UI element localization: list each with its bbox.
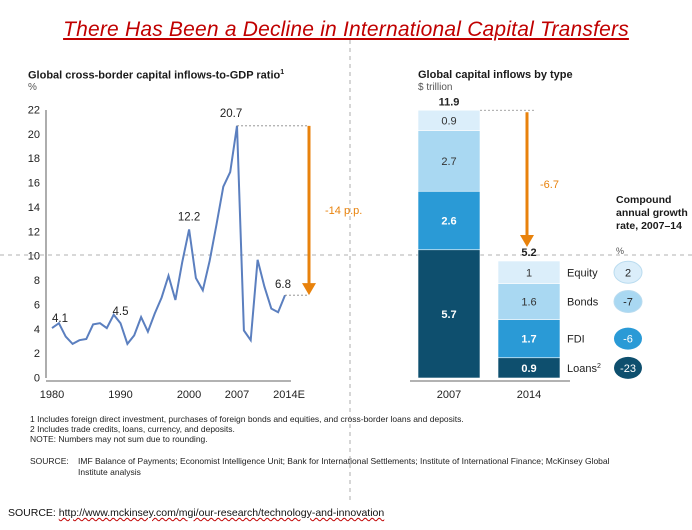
x-tick-label: 2007 — [437, 389, 461, 401]
note-2: 2 Includes trade credits, loans, currenc… — [30, 424, 235, 434]
source-text: IMF Balance of Payments; Economist Intel… — [78, 456, 610, 477]
bar-segment — [497, 260, 561, 284]
footer-link[interactable]: http://www.mckinsey.com/mgi/our-research… — [58, 507, 385, 519]
series-line — [51, 125, 286, 346]
y-tick-label: 8 — [34, 275, 40, 287]
y-tick-label: 12 — [28, 226, 40, 238]
left-chart-title-sup: 1 — [280, 69, 285, 76]
data-label: 4.5 — [113, 306, 129, 318]
left-chart-title-text: Global cross-border capital inflows-to-G… — [28, 69, 281, 82]
bar-value-label: 0.9 — [441, 115, 456, 127]
right-chart-title: Global capital inflows by type — [418, 69, 573, 81]
data-label: 20.7 — [220, 108, 242, 120]
bar-value-label: 1 — [526, 267, 532, 279]
decline-annotation: -14 p.p. — [325, 205, 362, 217]
legend-label: FDI — [567, 334, 585, 346]
x-tick-label: 1990 — [108, 389, 132, 401]
x-tick-label: 2000 — [177, 389, 201, 401]
data-label: 4.1 — [52, 313, 68, 325]
right-chart: 5.7 2.6 2.7 0.9 11.9 2007 0.9 1.7 1.6 1 5.2 2014 -6.… — [410, 96, 643, 401]
left-chart-unit: % — [28, 82, 37, 93]
growth-value: -23 — [620, 363, 636, 375]
y-tick-label: 14 — [28, 202, 40, 214]
decline-arrow-head — [520, 235, 534, 247]
bar-value-label: 2.7 — [441, 156, 456, 168]
note-1: 1 Includes foreign direct investment, pu… — [30, 414, 464, 424]
decline-arrow-head — [302, 283, 316, 296]
footer-source: SOURCE: http://www.mckinsey.com/mgi/our-… — [8, 507, 384, 519]
data-label: 12.2 — [178, 211, 200, 223]
y-tick-label: 22 — [28, 105, 40, 117]
source-label: SOURCE: — [30, 456, 69, 466]
legend-label: Loans2 — [567, 363, 601, 375]
legend-label: Bonds — [567, 297, 599, 309]
y-tick-label: 16 — [28, 178, 40, 190]
bar-segment — [497, 283, 561, 320]
growth-bubble — [614, 327, 642, 350]
note-3: NOTE: Numbers may not sum due to roundin… — [30, 434, 208, 444]
bar-segment — [417, 109, 481, 131]
y-tick-label: 6 — [34, 299, 40, 311]
growth-value: 2 — [625, 267, 631, 279]
x-tick-label: 1980 — [40, 389, 64, 401]
growth-header: Compound annual growth rate, 2007–14 — [616, 194, 688, 232]
y-tick-label: 2 — [34, 348, 40, 360]
left-chart: 0 2 4 6 8 10 12 14 16 18 20 22 1980 1990 2000 2007 2014E… — [28, 105, 363, 402]
legend-superscript: 2 — [597, 363, 601, 370]
data-label: 6.8 — [275, 279, 291, 291]
growth-value: -6 — [623, 334, 633, 346]
y-tick-label: 10 — [28, 251, 40, 263]
bar-total-label: 11.9 — [439, 96, 460, 108]
page-title: There Has Been a Decline in Internationa… — [63, 18, 629, 41]
x-tick-label: 2014 — [517, 389, 541, 401]
bar-segment — [497, 319, 561, 359]
growth-bubble — [614, 356, 642, 379]
growth-bubble — [613, 260, 643, 284]
y-tick-label: 18 — [28, 153, 40, 165]
right-chart-unit: $ trillion — [418, 82, 453, 93]
bar-segment — [417, 249, 481, 379]
bar-value-label: 5.7 — [441, 309, 456, 321]
legend-label: Equity — [567, 267, 598, 279]
left-chart-title: Global cross-border capital inflows-to-G… — [28, 69, 284, 82]
decline-annotation: -6.7 — [540, 179, 559, 191]
bar-value-label: 1.7 — [521, 334, 536, 346]
bar-value-label: 1.6 — [521, 297, 536, 309]
growth-unit: % — [616, 246, 625, 256]
bar-value-label: 2.6 — [441, 216, 456, 228]
bar-total-label: 5.2 — [521, 247, 536, 259]
x-tick-label: 2014E — [273, 389, 305, 401]
y-tick-label: 0 — [34, 373, 40, 385]
growth-bubble — [613, 290, 643, 313]
x-tick-label: 2007 — [225, 389, 249, 401]
growth-value: -7 — [623, 297, 633, 309]
y-tick-label: 20 — [28, 129, 40, 141]
y-tick-label: 4 — [34, 324, 40, 336]
footer-label: SOURCE: — [8, 507, 59, 519]
bar-value-label: 0.9 — [521, 363, 536, 375]
